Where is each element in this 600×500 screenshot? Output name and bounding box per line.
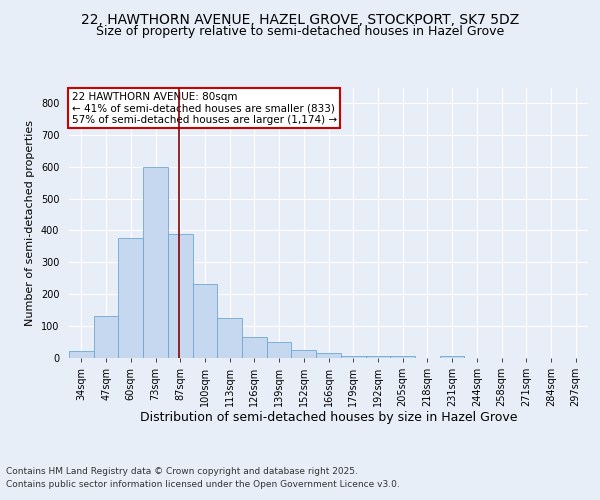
X-axis label: Distribution of semi-detached houses by size in Hazel Grove: Distribution of semi-detached houses by … bbox=[140, 412, 517, 424]
Bar bbox=[143, 167, 168, 358]
Bar bbox=[316, 352, 341, 358]
Bar bbox=[94, 316, 118, 358]
Text: Contains HM Land Registry data © Crown copyright and database right 2025.: Contains HM Land Registry data © Crown c… bbox=[6, 467, 358, 476]
Text: 22 HAWTHORN AVENUE: 80sqm
← 41% of semi-detached houses are smaller (833)
57% of: 22 HAWTHORN AVENUE: 80sqm ← 41% of semi-… bbox=[71, 92, 337, 124]
Text: 22, HAWTHORN AVENUE, HAZEL GROVE, STOCKPORT, SK7 5DZ: 22, HAWTHORN AVENUE, HAZEL GROVE, STOCKP… bbox=[81, 12, 519, 26]
Text: Contains public sector information licensed under the Open Government Licence v3: Contains public sector information licen… bbox=[6, 480, 400, 489]
Bar bbox=[292, 350, 316, 358]
Text: Size of property relative to semi-detached houses in Hazel Grove: Size of property relative to semi-detach… bbox=[96, 25, 504, 38]
Bar bbox=[341, 356, 365, 358]
Bar bbox=[118, 238, 143, 358]
Bar bbox=[365, 356, 390, 358]
Bar bbox=[440, 356, 464, 358]
Bar bbox=[168, 234, 193, 358]
Bar bbox=[217, 318, 242, 358]
Bar bbox=[390, 356, 415, 358]
Bar bbox=[267, 342, 292, 357]
Bar bbox=[242, 337, 267, 357]
Bar bbox=[69, 351, 94, 358]
Bar bbox=[193, 284, 217, 358]
Y-axis label: Number of semi-detached properties: Number of semi-detached properties bbox=[25, 120, 35, 326]
